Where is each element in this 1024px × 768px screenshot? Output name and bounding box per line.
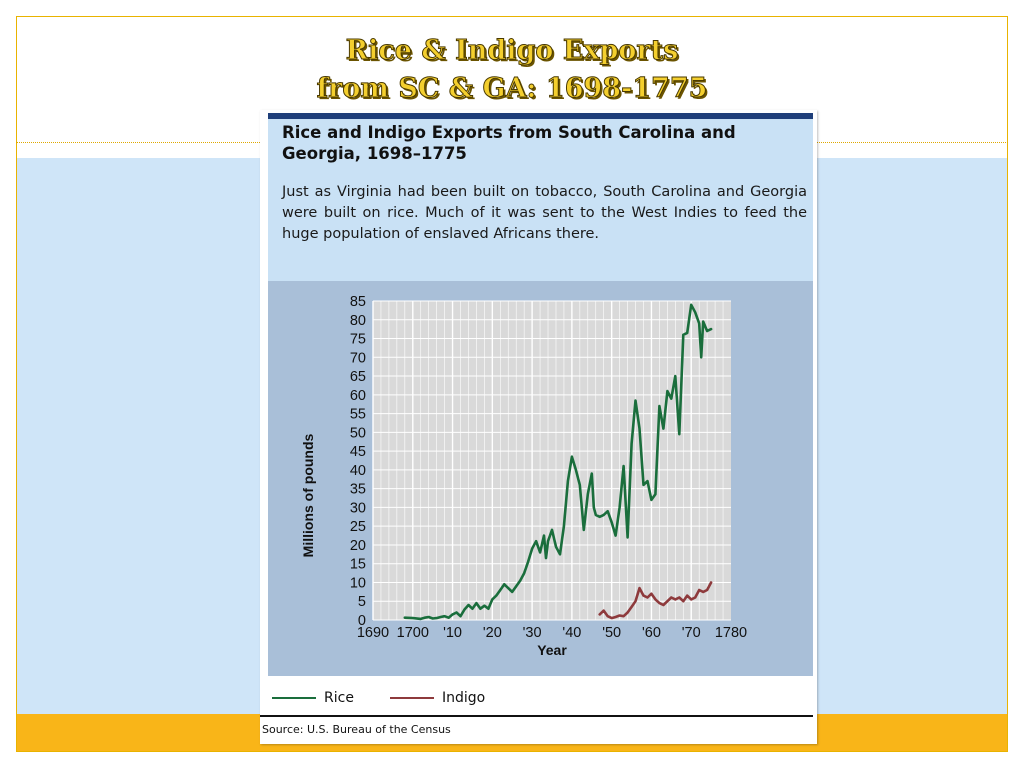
y-tick-label: 0 [358,613,366,629]
figure-header [268,119,813,281]
x-tick-label: '50 [602,625,621,641]
plot-area [373,301,731,620]
x-tick-label: '30 [523,625,542,641]
plot-panel: 0 5 10 15 20 25 30 35 40 45 50 55 60 65 70 75 80 85 1690 17… [268,281,813,676]
x-tick-label: 1780 [715,625,747,641]
slide-title-line-2: from SC & GA: 1698-1775 [316,73,708,105]
y-tick-label: 10 [350,575,366,591]
legend-label-rice: Rice [324,690,354,706]
y-tick-label: 75 [350,332,366,348]
series-line-rice [403,303,713,621]
x-tick-label: '40 [562,625,581,641]
legend-item-indigo: Indigo [389,690,486,706]
y-tick-label: 45 [350,444,366,460]
legend-label-indigo: Indigo [441,690,486,706]
y-tick-label: 20 [350,538,366,554]
y-tick-label: 30 [350,500,366,516]
x-axis-title: Year [537,642,567,658]
y-tick-label: 50 [350,425,366,441]
y-axis-title: Millions of pounds [300,433,316,557]
y-tick-label: 25 [350,519,366,535]
x-tick-label: '70 [682,625,701,641]
y-tick-label: 80 [350,313,366,329]
legend-swatch-rice [272,697,316,699]
y-tick-label: 60 [350,388,366,404]
line-chart: 0 5 10 15 20 25 30 35 40 45 50 55 60 65 70 75 80 85 1690 17… [300,294,747,658]
y-tick-label: 85 [350,294,366,310]
chart-figure: Rice and Indigo Exports from South Carol… [260,110,817,744]
source-divider [260,715,813,717]
y-tick-label: 15 [350,557,366,573]
slide-title: Rice & Indigo Exports from SC & GA: 1698… [0,32,1024,108]
y-tick-label: 35 [350,482,366,498]
slide-title-line-1: Rice & Indigo Exports [345,35,679,67]
x-tick-label: 1700 [397,625,429,641]
y-tick-label: 65 [350,369,366,385]
y-tick-label: 40 [350,463,366,479]
figure-title: Rice and Indigo Exports from South Carol… [282,123,736,163]
legend-item-rice: Rice [272,690,354,706]
y-tick-label: 5 [358,594,366,610]
y-tick-label: 70 [350,350,366,366]
legend-swatch-indigo [389,697,434,699]
figure-description: Just as Virginia had been built on tobac… [282,184,807,242]
x-tick-label: 1690 [357,625,389,641]
chart-legend: Rice Indigo [272,688,521,708]
x-tick-label: '20 [483,625,502,641]
figure-top-bar [268,113,813,119]
x-tick-label: '60 [642,625,661,641]
source-note: Source: U.S. Bureau of the Census [262,723,451,736]
series-line-indigo [598,581,713,620]
y-tick-label: 55 [350,407,366,423]
x-tick-label: '10 [443,625,462,641]
